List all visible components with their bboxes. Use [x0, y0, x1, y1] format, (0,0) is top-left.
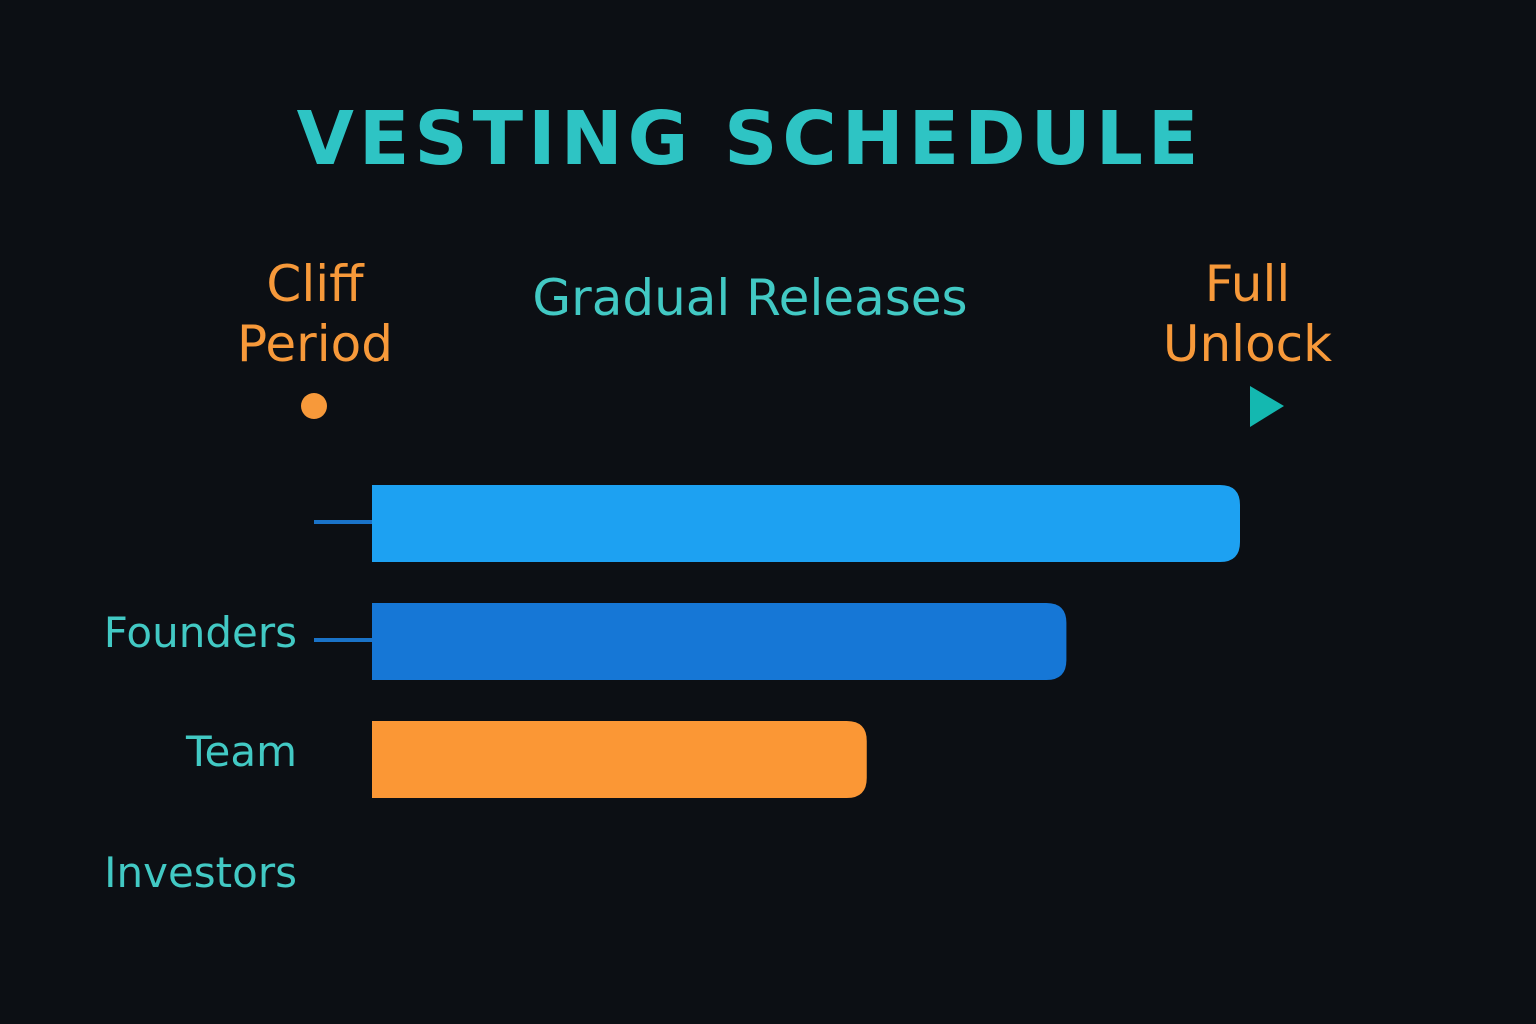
phase-cliff-line2: Period: [237, 315, 393, 373]
timeline-start-dot: [301, 393, 327, 419]
phase-cliff-line1: Cliff: [266, 255, 364, 313]
row-label-investors: Investors: [104, 848, 297, 897]
vesting-bar-3: [372, 721, 867, 798]
phase-full-line2: Unlock: [1162, 315, 1333, 373]
phase-label-gradual: Gradual Releases: [532, 269, 968, 327]
row-label-team: Team: [185, 727, 297, 776]
diagram-title: VESTING SCHEDULE: [296, 96, 1204, 182]
vesting-bar-2: [372, 603, 1067, 680]
row-label-founders: Founders: [103, 608, 297, 657]
phase-label-cliff: Cliff Period: [205, 254, 425, 374]
phase-label-full: Full Unlock: [1135, 254, 1360, 374]
phase-full-line1: Full: [1204, 255, 1291, 313]
timeline-arrowhead: [1250, 386, 1284, 427]
vesting-bar-1: [372, 485, 1240, 562]
